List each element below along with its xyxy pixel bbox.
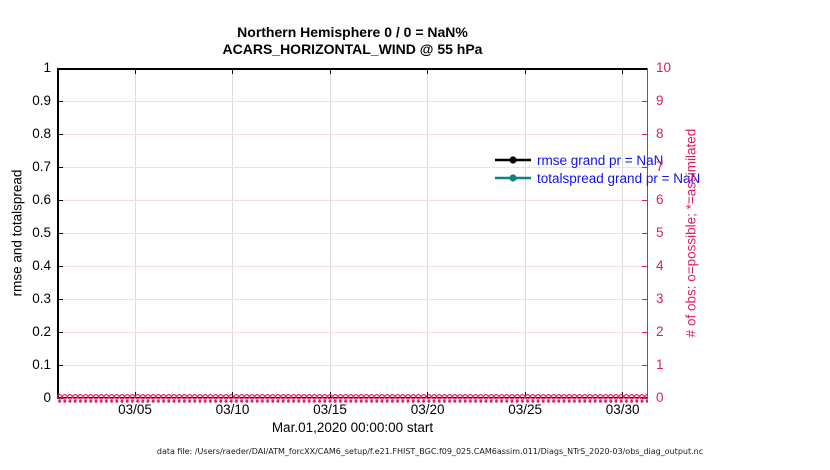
y-tick-left xyxy=(57,199,63,201)
y-gridline xyxy=(57,133,648,135)
y-tick-left xyxy=(57,364,63,366)
plot-area: rmse grand pr = NaN totalspread grand pr… xyxy=(57,67,700,399)
y-tick-label-right: 2 xyxy=(656,324,664,339)
x-tick-label: 03/25 xyxy=(508,402,542,417)
y-gridline xyxy=(57,298,648,300)
legend-item-rmse: rmse grand pr = NaN xyxy=(494,151,700,169)
y-gridline xyxy=(57,265,648,267)
y-tick-right xyxy=(642,232,648,234)
y-tick-label-left: 0.7 xyxy=(32,159,51,174)
x-tick-top xyxy=(427,68,429,74)
y-axis-label-right: # of obs: o=possible; *=assimilated xyxy=(683,128,699,338)
y-tick-label-left: 0.4 xyxy=(32,258,51,273)
axis-frame-top xyxy=(57,68,648,70)
y-tick-label-right: 10 xyxy=(656,60,672,75)
y-tick-right xyxy=(642,331,648,333)
y-tick-label-left: 0.5 xyxy=(32,225,51,240)
obs-marker-chain-svg xyxy=(57,393,648,405)
y-tick-label-right: 0 xyxy=(656,390,664,405)
totalspread-line-sample xyxy=(495,174,531,182)
legend: rmse grand pr = NaN totalspread grand pr… xyxy=(494,151,700,187)
y-tick-right xyxy=(642,364,648,366)
x-tick-label: 03/05 xyxy=(118,402,152,417)
legend-label-totalspread: totalspread grand pr = NaN xyxy=(537,170,701,186)
y-tick-label-right: 9 xyxy=(656,93,664,108)
y-tick-label-left: 0.3 xyxy=(32,291,51,306)
y-tick-label-left: 0.2 xyxy=(32,324,51,339)
x-tick-top xyxy=(134,68,136,74)
y-tick-left xyxy=(57,265,63,267)
y-tick-label-left: 0.9 xyxy=(32,93,51,108)
y-tick-label-left: 0.1 xyxy=(32,357,51,372)
y-gridline xyxy=(57,100,648,102)
rmse-line-sample xyxy=(495,156,531,164)
x-tick-top xyxy=(329,68,331,74)
y-tick-label-right: 5 xyxy=(656,225,664,240)
x-tick-label: 03/15 xyxy=(313,402,347,417)
y-gridline xyxy=(57,199,648,201)
y-tick-left xyxy=(57,166,63,168)
y-tick-label-right: 4 xyxy=(656,258,664,273)
chart-subtitle: ACARS_HORIZONTAL_WIND @ 55 hPa xyxy=(222,41,483,57)
y-gridline xyxy=(57,364,648,366)
x-tick-label: 03/10 xyxy=(215,402,250,417)
y-tick-label-right: 1 xyxy=(656,357,664,372)
axis-frame-right xyxy=(646,68,648,398)
y-tick-left xyxy=(57,232,63,234)
y-gridline xyxy=(57,232,648,234)
y-tick-left xyxy=(57,331,63,333)
obs-marker-chain xyxy=(57,392,648,410)
y-tick-label-left: 1 xyxy=(43,60,51,75)
axis-frame-left xyxy=(57,68,59,398)
y-tick-right xyxy=(642,298,648,300)
title-block: Northern Hemisphere 0 / 0 = NaN% ACARS_H… xyxy=(57,24,648,58)
x-tick-top xyxy=(622,68,624,74)
y-tick-right xyxy=(642,166,648,168)
y-tick-label-right: 3 xyxy=(656,291,664,306)
y-gridline xyxy=(57,331,648,333)
y-gridline xyxy=(57,166,648,168)
y-axis-label-left: rmse and totalspread xyxy=(9,169,25,297)
y-tick-right xyxy=(642,100,648,102)
y-tick-label-right: 7 xyxy=(656,159,664,174)
y-tick-label-right: 6 xyxy=(656,192,664,207)
chart-title: Northern Hemisphere 0 / 0 = NaN% xyxy=(237,24,468,40)
legend-label-rmse: rmse grand pr = NaN xyxy=(537,152,664,168)
x-tick-top xyxy=(232,68,234,74)
y-tick-label-left: 0 xyxy=(43,390,51,405)
y-tick-right xyxy=(642,133,648,135)
x-tick-label: 03/20 xyxy=(410,402,445,417)
y-tick-right xyxy=(642,199,648,201)
y-tick-right xyxy=(642,265,648,267)
y-tick-label-left: 0.6 xyxy=(32,192,51,207)
x-tick-top xyxy=(524,68,526,74)
data-file-caption: data file: /Users/raeder/DAI/ATM_forcXX/… xyxy=(156,447,704,456)
y-tick-left xyxy=(57,298,63,300)
legend-item-totalspread: totalspread grand pr = NaN xyxy=(494,169,700,187)
y-tick-label-left: 0.8 xyxy=(32,126,51,141)
x-tick-label: 03/30 xyxy=(605,402,640,417)
x-axis-label: Mar.01,2020 00:00:00 start xyxy=(271,420,434,435)
y-tick-left xyxy=(57,133,63,135)
y-tick-label-right: 8 xyxy=(656,126,664,141)
y-tick-left xyxy=(57,100,63,102)
